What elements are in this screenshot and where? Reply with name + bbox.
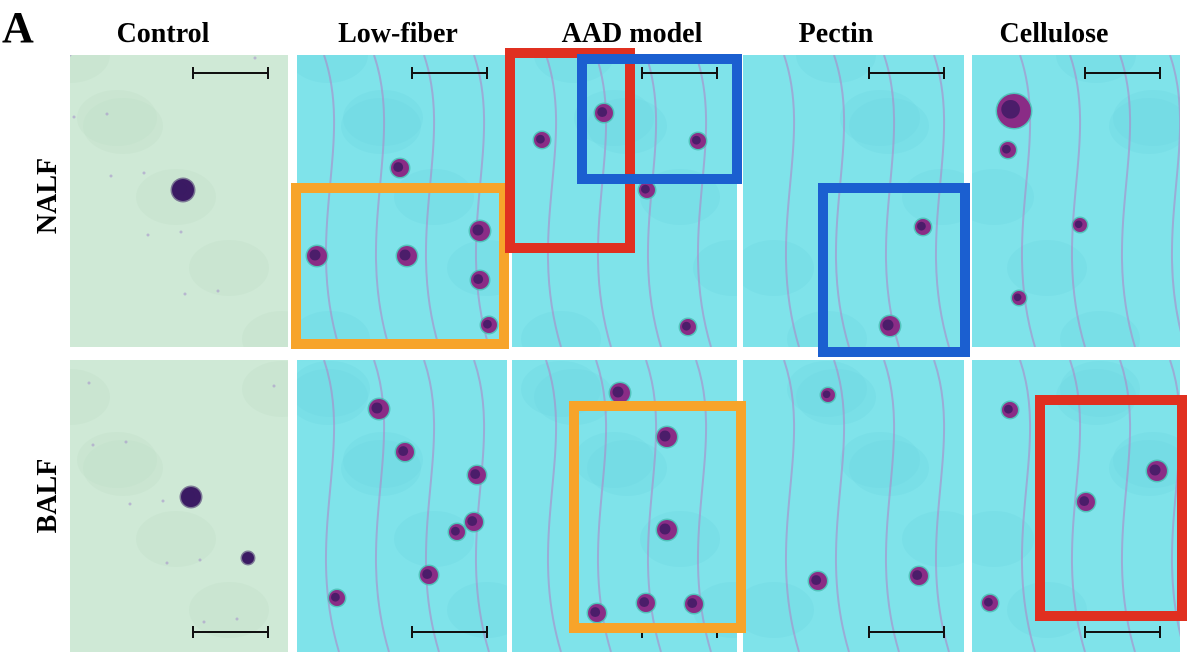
stained-cell — [479, 315, 499, 335]
stained-cell — [683, 593, 705, 615]
stained-cell — [532, 130, 552, 150]
stained-cell — [807, 570, 829, 592]
stained-cell — [586, 602, 608, 624]
stained-cell — [469, 269, 491, 291]
micrograph-balf-pectin — [743, 360, 964, 652]
stained-cell — [305, 244, 329, 268]
stained-cell — [327, 588, 347, 608]
highlight-box-orange-aad-balf — [569, 401, 746, 633]
stained-cell — [394, 441, 416, 463]
micrograph-background — [512, 55, 737, 347]
scale-bar — [868, 626, 945, 638]
stained-cell — [1145, 459, 1169, 483]
fiber-strand — [1069, 360, 1086, 652]
stained-cell — [655, 425, 679, 449]
micrograph-balf-control — [70, 360, 288, 652]
fiber-strand — [783, 360, 800, 652]
stained-cell — [468, 219, 492, 243]
fiber-strand — [1119, 360, 1136, 652]
stained-cell — [466, 464, 488, 486]
column-label-low-fiber: Low-fiber — [338, 18, 458, 49]
fiber-strand — [1019, 360, 1036, 652]
scale-bar — [192, 626, 269, 638]
stained-cell — [819, 386, 837, 404]
stained-cell — [980, 593, 1000, 613]
column-label-pectin: Pectin — [798, 18, 874, 49]
stained-cell — [179, 485, 203, 509]
stained-cell — [998, 140, 1018, 160]
stained-cell — [418, 564, 440, 586]
fiber-strand — [545, 55, 562, 347]
highlight-box-blue-pectin-nalf — [818, 183, 970, 357]
micrograph-nalf-low-fiber — [297, 55, 507, 347]
scale-bar — [411, 67, 488, 79]
fiber-strand — [473, 360, 490, 652]
fiber-strand — [373, 360, 390, 652]
stained-cell — [447, 522, 467, 542]
micrograph-balf-low-fiber — [297, 360, 507, 652]
stained-cell — [1000, 400, 1020, 420]
stained-cell — [240, 550, 256, 566]
stained-cell — [395, 244, 419, 268]
micrograph-nalf-control — [70, 55, 288, 347]
micrograph-background — [70, 360, 288, 652]
stained-cell — [170, 177, 196, 203]
stained-cell — [655, 518, 679, 542]
micrograph-background — [743, 55, 964, 347]
highlight-box-red-cellulose-balf — [1035, 395, 1187, 621]
fiber-strand — [545, 360, 562, 652]
fiber-strand — [883, 360, 900, 652]
micrograph-balf-cellulose — [972, 360, 1180, 652]
scale-bar — [1084, 626, 1161, 638]
stained-cell — [878, 314, 902, 338]
column-label-control: Control — [116, 18, 210, 49]
stained-cell — [688, 131, 708, 151]
stained-cell — [635, 592, 657, 614]
micrograph-background — [297, 55, 507, 347]
scale-bar — [411, 626, 488, 638]
fiber-strand — [1069, 55, 1086, 347]
fiber-strand — [833, 360, 850, 652]
row-label-balf: BALF — [32, 458, 63, 534]
stained-cell — [913, 217, 933, 237]
fiber-strand — [423, 360, 440, 652]
stained-cell — [1075, 491, 1097, 513]
fiber-strand — [695, 55, 712, 347]
stained-cell — [463, 511, 485, 533]
stained-cell — [1010, 289, 1028, 307]
fiber-strand — [1169, 360, 1180, 638]
stained-cell — [995, 92, 1033, 130]
scale-bar — [868, 67, 945, 79]
fiber-strand — [1169, 55, 1180, 333]
row-label-nalf: NALF — [32, 157, 63, 235]
scale-bar — [1084, 67, 1161, 79]
scale-bar — [641, 67, 718, 79]
scale-bar — [192, 67, 269, 79]
stained-cell — [367, 397, 391, 421]
column-label-aad-model: AAD model — [561, 18, 703, 49]
column-label-cellulose: Cellulose — [999, 18, 1109, 49]
stained-cell — [908, 565, 930, 587]
highlight-box-orange-low-fiber-nalf — [291, 183, 509, 349]
fiber-strand — [783, 55, 800, 347]
stained-cell — [678, 317, 698, 337]
highlight-box-red-aad-nalf — [505, 48, 635, 253]
panel-letter: A — [2, 3, 34, 52]
stained-cell — [389, 157, 411, 179]
fiber-strand — [1119, 55, 1136, 347]
micrograph-background — [743, 360, 964, 652]
stained-cell — [1071, 216, 1089, 234]
fiber-strand — [595, 55, 612, 347]
highlight-box-blue-aad-nalf — [577, 54, 742, 184]
fiber-strand — [933, 360, 950, 652]
stained-cell — [593, 102, 615, 124]
micrograph-nalf-cellulose — [972, 55, 1180, 347]
stained-cell — [637, 180, 657, 200]
stained-cell — [608, 381, 632, 405]
fiber-strand — [323, 360, 340, 652]
